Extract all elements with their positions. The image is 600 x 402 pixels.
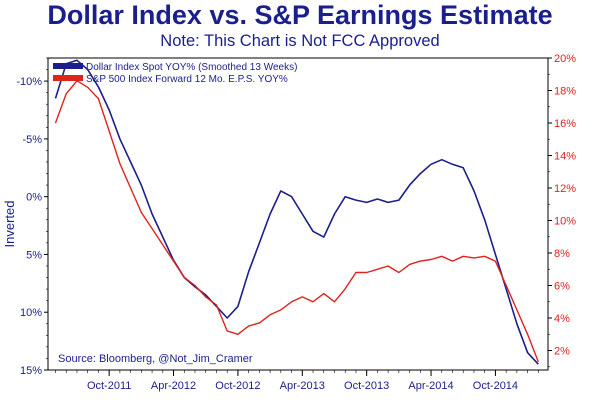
x-axis-tick-label: Oct-2011 <box>87 380 131 392</box>
left-axis-tick-label: 0% <box>26 192 42 204</box>
legend-swatch <box>53 75 83 81</box>
left-axis-tick-label: 15% <box>20 365 42 377</box>
plot-frame <box>47 57 549 371</box>
legend-entry: Dollar Index Spot YOY% (Smoothed 13 Week… <box>86 62 297 73</box>
right-axis-tick-label: 14% <box>554 151 576 163</box>
left-axis-tick-label: 10% <box>20 307 42 319</box>
right-axis-tick-label: 6% <box>554 281 570 293</box>
legend-swatch <box>53 63 83 69</box>
left-axis-title: Inverted <box>2 201 17 248</box>
right-axis-tick-label: 2% <box>554 346 570 358</box>
series-line-sp500-eps <box>54 80 539 363</box>
right-axis-tick-label: 12% <box>554 183 576 195</box>
right-axis-tick-label: 18% <box>554 86 576 98</box>
chart-subtitle: Note: This Chart is Not FCC Approved <box>160 32 440 50</box>
x-axis-tick-label: Apr-2012 <box>151 380 196 392</box>
series-line-dollar-index <box>54 59 539 365</box>
x-axis-tick-label: Oct-2012 <box>215 380 260 392</box>
x-axis-tick-label: Apr-2013 <box>280 380 325 392</box>
right-axis-tick-label: 10% <box>554 216 576 228</box>
left-axis-tick-label: -5% <box>22 134 42 146</box>
chart-title: Dollar Index vs. S&P Earnings Estimate <box>47 0 553 30</box>
left-axis-tick-label: 5% <box>26 249 42 261</box>
right-axis-tick-label: 8% <box>554 248 570 260</box>
x-axis-tick-label: Oct-2013 <box>344 380 389 392</box>
x-axis-tick-label: Apr-2014 <box>408 380 453 392</box>
right-axis-tick-label: 4% <box>554 313 570 325</box>
right-axis-tick-label: 16% <box>554 118 576 130</box>
legend-entry: S&P 500 Index Forward 12 Mo. E.P.S. YOY% <box>86 74 288 85</box>
left-axis-tick-label: -10% <box>16 76 42 88</box>
right-axis-tick-label: 20% <box>554 53 576 65</box>
source-note: Source: Bloomberg, @Not_Jim_Cramer <box>58 353 253 365</box>
x-axis-tick-label: Oct-2014 <box>473 380 518 392</box>
